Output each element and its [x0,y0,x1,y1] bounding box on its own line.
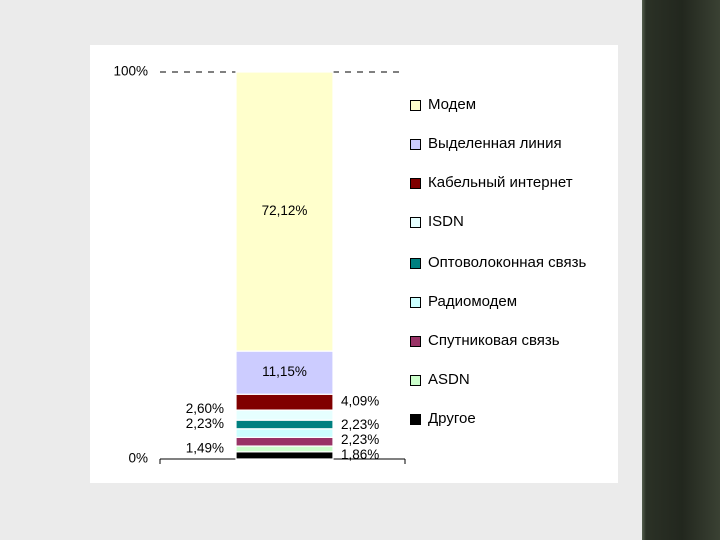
bar-segment [235,451,334,460]
legend-swatch [410,297,421,308]
legend-swatch [410,258,421,269]
legend-swatch [410,139,421,150]
legend-item: Модем [410,95,590,114]
bar-segment [235,445,334,453]
y-tick-label: 100% [113,64,148,79]
legend-item: Оптоволоконная связь [410,253,590,272]
legend-swatch [410,375,421,386]
legend-swatch [410,178,421,189]
value-label: 2,23% [186,416,224,431]
legend-label: ASDN [428,371,470,388]
legend-swatch [410,100,421,111]
legend-label: ISDN [428,213,464,230]
legend-item: ASDN [410,370,590,389]
value-label: 2,23% [341,432,379,447]
legend-label: Спутниковая связь [428,332,560,349]
value-label: 4,09% [341,394,379,409]
bar-segment [235,409,334,421]
legend-item: ISDN [410,212,590,231]
value-label: 72,12% [262,203,308,218]
legend-label: Радиомодем [428,293,518,310]
legend-swatch [410,414,421,425]
legend-label: Модем [428,96,477,113]
legend-item: Другое [410,409,590,428]
value-label: 1,49% [186,440,224,455]
value-label: 11,15% [262,364,307,379]
value-label: 2,23% [341,417,379,432]
chart-panel [90,45,618,483]
bar-segment [235,419,334,430]
legend-swatch [410,217,421,228]
legend-label: Оптоволоконная связь [428,254,587,271]
bar-segment [235,436,334,447]
bar-segment [235,393,334,411]
value-label: 2,60% [186,401,224,416]
legend-swatch [410,336,421,347]
legend-item: Спутниковая связь [410,331,590,350]
legend-item: Выделенная линия [410,134,590,153]
side-strip [642,0,720,540]
bar-segment [235,350,334,395]
legend-label: Выделенная линия [428,135,562,152]
value-label: 1,86% [341,447,379,462]
legend-label: Кабельный интернет [428,174,573,191]
y-tick-label: 0% [128,451,148,466]
legend-label: Другое [428,410,476,427]
legend-item: Радиомодем [410,292,590,311]
legend-item: Кабельный интернет [410,173,590,192]
bar-segment [235,428,334,439]
bar-segment [235,71,334,352]
